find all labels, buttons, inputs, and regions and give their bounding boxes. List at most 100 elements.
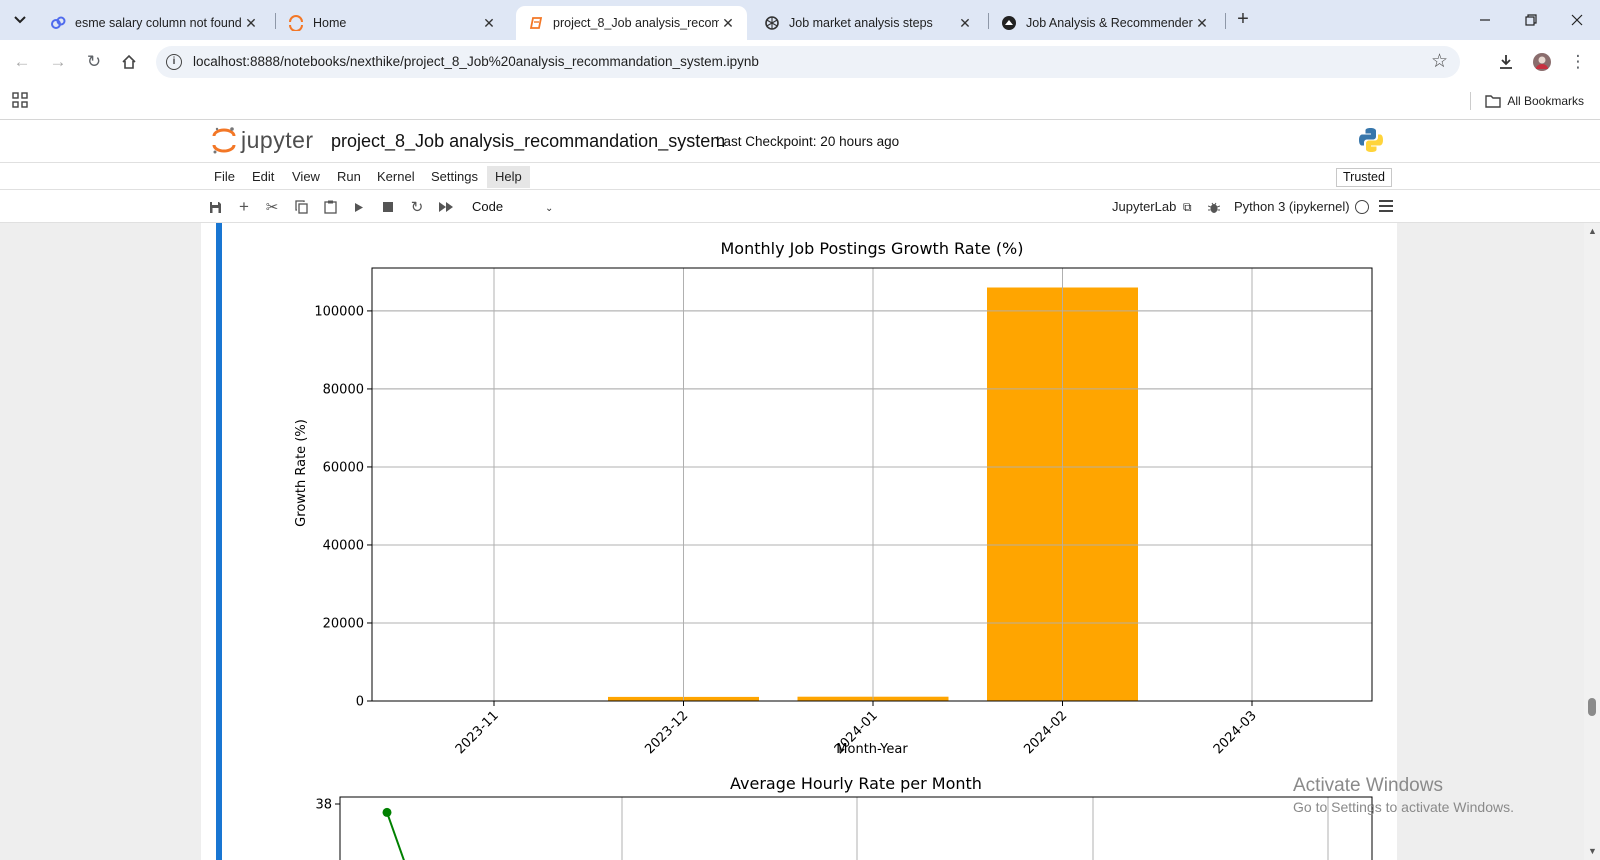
kernel-name[interactable]: Python 3 (ipykernel) — [1234, 199, 1350, 214]
debugger-button[interactable] — [1206, 199, 1222, 215]
streamlit-icon — [1001, 15, 1017, 31]
profile-avatar[interactable] — [1528, 48, 1556, 76]
browser-tab-4[interactable]: Job market analysis steps ✕ — [752, 6, 984, 40]
downloads-button[interactable] — [1492, 48, 1520, 76]
jupyter-menubar — [0, 163, 1600, 190]
tab-divider — [1225, 13, 1226, 29]
menu-run[interactable]: Run — [337, 169, 361, 184]
cell-type-select[interactable]: Code — [472, 199, 504, 214]
reload-button[interactable]: ↻ — [80, 48, 108, 76]
back-button[interactable]: ← — [8, 48, 36, 76]
address-bar[interactable]: i localhost:8888/notebooks/nexthike/proj… — [156, 46, 1460, 78]
copy-icon — [294, 200, 308, 214]
cut-button[interactable]: ✂ — [264, 199, 280, 216]
insert-cell-button[interactable]: + — [236, 197, 252, 216]
external-link-icon: ⧉ — [1182, 200, 1192, 214]
restore-icon — [1525, 14, 1537, 26]
browser-menu-button[interactable]: ⋮ — [1564, 48, 1592, 76]
data-point — [382, 807, 392, 817]
home-icon — [122, 54, 136, 69]
y-tick-label: 80000 — [323, 382, 364, 397]
tab-title: Job Analysis & Recommender — [1026, 16, 1193, 30]
restart-button[interactable]: ↻ — [409, 199, 425, 216]
site-info-icon[interactable]: i — [166, 54, 182, 70]
bookmark-star-icon[interactable]: ☆ — [1430, 51, 1448, 72]
close-icon[interactable]: ✕ — [1196, 14, 1208, 31]
menu-kernel[interactable]: Kernel — [377, 169, 415, 184]
y-tick-label: 60000 — [323, 460, 364, 475]
apps-grid-icon[interactable] — [12, 92, 28, 108]
chatbot-icon — [50, 15, 66, 31]
more-vert-icon: ⋮ — [1569, 52, 1587, 71]
browser-tab-strip — [0, 0, 1600, 40]
x-tick-label: 2024-03 — [1211, 708, 1260, 757]
browser-tab-1[interactable]: esme salary column not found ✕ — [38, 6, 270, 40]
close-icon — [1571, 14, 1583, 26]
chart-title: Monthly Job Postings Growth Rate (%) — [721, 239, 1024, 258]
interrupt-button[interactable] — [380, 199, 396, 215]
tab-divider — [988, 13, 989, 29]
tab-search-button[interactable] — [8, 8, 32, 32]
minimize-icon — [1480, 19, 1490, 21]
menu-help[interactable]: Help — [487, 166, 530, 188]
notebook-scrollbar[interactable] — [1584, 223, 1600, 860]
notebook-name[interactable]: project_8_Job analysis_recommandation_sy… — [331, 131, 726, 151]
scroll-up-icon[interactable]: ▲ — [1588, 226, 1597, 236]
menu-icon[interactable] — [1379, 200, 1393, 212]
paste-button[interactable] — [322, 199, 338, 215]
menu-edit[interactable]: Edit — [252, 169, 275, 184]
copy-button[interactable] — [293, 199, 309, 215]
avatar-icon — [1533, 53, 1551, 71]
x-tick-label: 2023-12 — [642, 708, 691, 757]
restore-button[interactable] — [1508, 0, 1554, 40]
close-window-button[interactable] — [1554, 0, 1600, 40]
y-tick-label: 20000 — [323, 616, 364, 631]
bookmarks-divider — [1470, 92, 1472, 110]
menu-view[interactable]: View — [292, 169, 320, 184]
new-tab-button[interactable]: + — [1237, 8, 1249, 30]
jupyter-logo-text: jupyter — [241, 126, 314, 153]
x-axis-label: Month-Year — [836, 742, 908, 757]
arrow-right-icon: → — [49, 52, 67, 71]
scrollbar-thumb[interactable] — [1588, 698, 1596, 716]
minimize-button[interactable] — [1462, 0, 1508, 40]
jupyterlab-label: JupyterLab — [1112, 199, 1177, 214]
chevron-down-icon — [14, 16, 26, 24]
bookmarks-bar — [0, 84, 1600, 120]
watermark-line-1: Activate Windows — [1293, 775, 1443, 796]
run-button[interactable] — [351, 199, 367, 215]
close-icon[interactable]: ✕ — [959, 14, 971, 31]
menu-settings[interactable]: Settings — [431, 169, 478, 184]
open-jupyterlab-link[interactable]: JupyterLab ⧉ — [1112, 199, 1192, 215]
all-bookmarks-button[interactable]: All Bookmarks — [1470, 92, 1584, 110]
close-icon[interactable]: ✕ — [483, 14, 495, 31]
bug-icon — [1208, 202, 1220, 213]
reload-icon: ↻ — [86, 52, 102, 71]
close-icon[interactable]: ✕ — [245, 14, 257, 31]
tab-title: Home — [313, 16, 347, 30]
browser-tab-2[interactable]: Home ✕ — [276, 6, 508, 40]
output-cell[interactable] — [201, 223, 1397, 860]
menu-file[interactable]: File — [214, 169, 235, 184]
active-cell-indicator[interactable] — [216, 223, 222, 860]
url-text[interactable]: localhost:8888/notebooks/nexthike/projec… — [193, 54, 759, 69]
trusted-indicator[interactable]: Trusted — [1336, 168, 1392, 187]
restart-run-all-button[interactable] — [438, 199, 454, 215]
forward-button[interactable]: → — [44, 48, 72, 76]
browser-tab-5[interactable]: Job Analysis & Recommender ✕ — [989, 6, 1221, 40]
home-button[interactable] — [115, 48, 143, 76]
jupyter-logo[interactable]: jupyter — [211, 125, 314, 155]
paste-icon — [323, 200, 337, 214]
tab-title: project_8_Job analysis_recomm — [553, 16, 719, 30]
chart-title: Average Hourly Rate per Month — [730, 774, 982, 793]
close-icon[interactable]: ✕ — [722, 14, 734, 31]
y-tick-label: 38 — [315, 798, 332, 813]
stop-icon — [383, 202, 393, 212]
tab-divider — [275, 13, 276, 29]
browser-tab-3[interactable]: project_8_Job analysis_recomm ✕ — [516, 6, 747, 40]
x-tick-label: 2024-02 — [1021, 708, 1070, 757]
save-button[interactable] — [207, 199, 223, 215]
chevron-down-icon[interactable]: ⌄ — [545, 203, 554, 214]
scroll-down-icon[interactable]: ▼ — [1588, 846, 1597, 856]
arrow-left-icon: ← — [13, 52, 31, 71]
